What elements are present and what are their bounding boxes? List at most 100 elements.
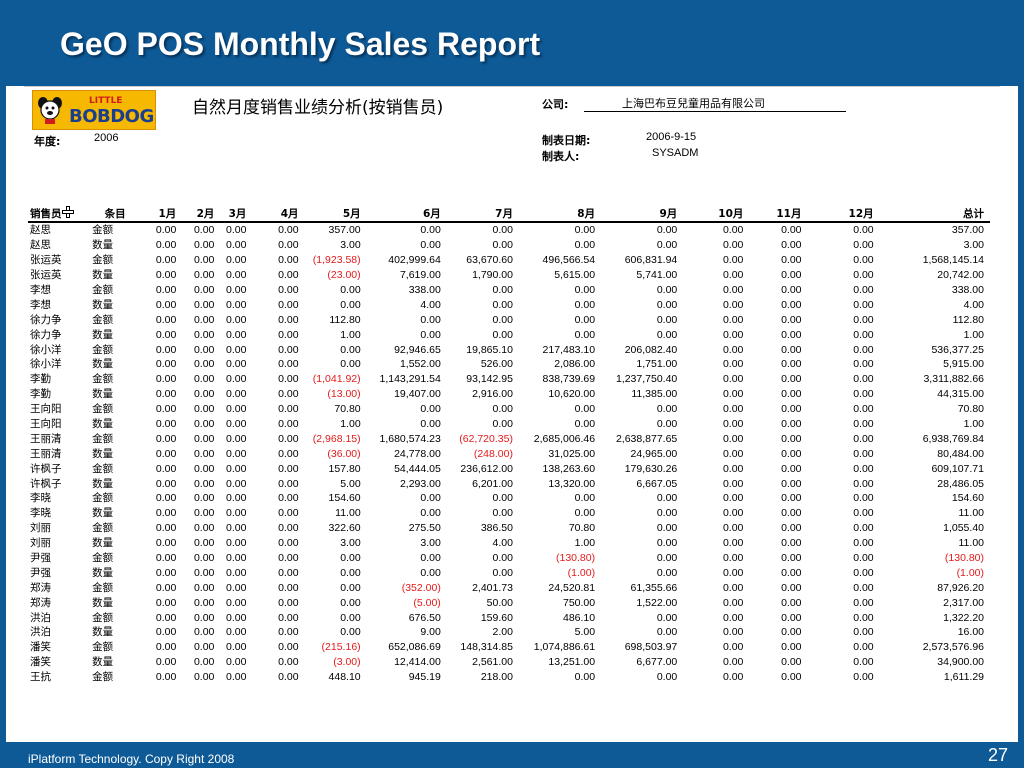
value-cell: 0.00	[155, 239, 177, 252]
value-cell: 0.00	[574, 671, 596, 684]
value-cell: 50.00	[486, 596, 513, 609]
value-cell: 526.00	[480, 358, 513, 371]
value-cell: 0.00	[781, 388, 802, 401]
value-cell: 0.00	[656, 418, 678, 431]
value-cell: 0.00	[193, 581, 215, 594]
table-row: 刘丽 数量 0.00 0.00 0.00 0.00 3.00 3.00 4.00 1.00 0.00…	[28, 536, 990, 551]
value-cell: 0.00	[781, 447, 802, 460]
value-cell: 0.00	[574, 418, 596, 431]
value-cell: 154.60	[328, 492, 361, 505]
value-cell: 0.00	[278, 269, 299, 282]
value-cell: 0.00	[853, 313, 874, 326]
value-cell: 0.00	[722, 432, 744, 445]
value-cell: (13.00)	[327, 388, 361, 401]
value-cell: 0.00	[226, 552, 247, 565]
value-cell: 0.00	[193, 284, 215, 296]
value-cell: 1,568,145.14	[922, 254, 984, 267]
value-cell: 0.00	[781, 656, 802, 669]
value-cell: 0.00	[722, 507, 744, 520]
value-cell: 0.00	[155, 537, 177, 550]
value-cell: 1,552.00	[399, 358, 441, 371]
value-cell: 6,677.00	[636, 656, 678, 669]
value-cell: 0.00	[278, 343, 299, 356]
value-cell: 0.00	[226, 507, 247, 520]
value-cell: 0.00	[155, 507, 177, 520]
value-cell: 0.00	[781, 432, 802, 445]
value-cell: 0.00	[656, 492, 678, 505]
value-cell: 1.00	[574, 537, 596, 550]
value-cell: 0.00	[853, 254, 874, 267]
value-cell: 0.00	[853, 507, 874, 520]
value-cell: 0.00	[781, 254, 802, 267]
value-cell: 275.50	[408, 522, 441, 535]
value-cell: 0.00	[781, 418, 802, 431]
value-cell: 0.00	[574, 284, 596, 296]
item-cell: 金额	[92, 581, 114, 594]
salesperson-cell: 王丽清	[30, 432, 62, 445]
salesperson-cell: 尹强	[30, 566, 51, 579]
value-cell: 0.00	[656, 566, 678, 579]
value-cell: 0.00	[781, 298, 802, 311]
value-cell: 0.00	[722, 254, 744, 267]
value-cell: 3,311,882.66	[923, 373, 984, 386]
value-cell: 1,522.00	[636, 596, 678, 609]
salesperson-cell: 许枫子	[30, 477, 62, 490]
value-cell: 0.00	[853, 641, 874, 654]
salesperson-cell: 洪泊	[30, 611, 51, 624]
value-cell: 0.00	[226, 373, 247, 386]
value-cell: 0.00	[722, 492, 744, 505]
value-cell: 24,965.00	[630, 447, 678, 460]
value-cell: 0.00	[226, 522, 247, 535]
value-cell: 0.00	[278, 477, 299, 490]
value-cell: 0.00	[492, 507, 513, 520]
value-cell: (62,720.35)	[459, 432, 513, 445]
table-body: 赵思 金额 0.00 0.00 0.00 0.00 357.00 0.00 0.00 0.00 0.…	[28, 222, 990, 685]
value-cell: 0.00	[193, 254, 215, 267]
value-cell: 0.00	[656, 224, 678, 237]
value-cell: 0.00	[278, 656, 299, 669]
value-cell: 0.00	[278, 537, 299, 550]
value-cell: 0.00	[853, 477, 874, 490]
value-cell: 0.00	[722, 552, 744, 565]
table-row: 刘丽 金额 0.00 0.00 0.00 0.00 322.60 275.50 386.50 70…	[28, 521, 990, 536]
table-row: 潘笑 数量 0.00 0.00 0.00 0.00 (3.00) 12,414.00 2,561…	[28, 655, 990, 670]
value-cell: 0.00	[155, 358, 177, 371]
value-cell: 20,742.00	[937, 269, 984, 282]
value-cell: 0.00	[574, 239, 596, 252]
column-header: 条目	[86, 206, 145, 223]
value-cell: 0.00	[278, 418, 299, 431]
value-cell: 0.00	[492, 313, 513, 326]
value-cell: 0.00	[492, 552, 513, 565]
value-cell: 750.00	[562, 596, 596, 609]
salesperson-cell: 潘笑	[30, 641, 51, 654]
value-cell: 0.00	[278, 611, 299, 624]
value-cell: 0.00	[722, 388, 744, 401]
value-cell: 2,086.00	[554, 358, 596, 371]
value-cell: 0.00	[781, 343, 802, 356]
value-cell: 0.00	[226, 641, 247, 654]
column-header: 4月	[252, 206, 305, 223]
table-row: 郑涛 金额 0.00 0.00 0.00 0.00 0.00 (352.00) 2,401.73…	[28, 580, 990, 595]
report-title: 自然月度销售业绩分析(按销售员)	[192, 98, 444, 118]
value-cell: 16.00	[957, 626, 984, 639]
value-cell: 11.00	[958, 537, 985, 550]
value-cell: 6,201.00	[472, 477, 513, 490]
bobdog-logo: LITTLE BOBDOG	[32, 90, 156, 130]
value-cell: 0.00	[193, 552, 215, 565]
value-cell: 11.00	[335, 507, 361, 520]
item-cell: 金额	[92, 224, 114, 237]
value-cell: 5.00	[340, 477, 361, 490]
value-cell: 28,486.05	[937, 477, 984, 490]
value-cell: 0.00	[278, 447, 299, 460]
value-cell: 0.00	[853, 224, 874, 237]
value-cell: 0.00	[278, 432, 299, 445]
salesperson-cell: 刘丽	[30, 537, 51, 550]
value-cell: 70.80	[957, 403, 984, 416]
value-cell: 0.00	[574, 298, 596, 311]
value-cell: 0.00	[420, 239, 441, 252]
value-cell: 1,322.20	[943, 611, 984, 624]
value-cell: 0.00	[155, 388, 177, 401]
company-label: 公司:	[542, 98, 569, 111]
company-underline	[584, 111, 846, 112]
value-cell: 0.00	[340, 284, 361, 296]
